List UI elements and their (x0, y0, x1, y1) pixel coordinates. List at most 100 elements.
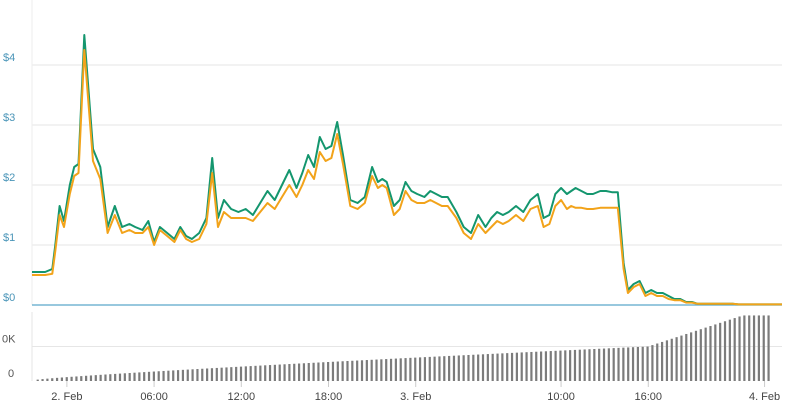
series-line-1 (32, 34, 782, 306)
volume-bar (196, 369, 199, 381)
volume-bar (409, 357, 412, 381)
x-tick-label: 4. Feb (749, 391, 780, 403)
volume-bar (477, 354, 480, 381)
volume-bar (496, 353, 499, 381)
volume-bar (157, 371, 160, 381)
volume-bar (733, 318, 736, 381)
volume-bar (578, 349, 581, 381)
x-tick-label: 2. Feb (51, 391, 82, 403)
volume-bar (651, 345, 654, 381)
volume-bar (660, 341, 664, 381)
volume-bar (559, 350, 562, 381)
volume-bar (588, 349, 591, 381)
volume-bar (302, 363, 306, 381)
series-line-2 (32, 49, 782, 306)
volume-bar (472, 354, 475, 381)
volume-bar (55, 377, 59, 381)
x-tick-label: 16:00 (635, 391, 663, 403)
volume-bar (123, 373, 126, 381)
volume-bar (583, 349, 586, 381)
volume-bar (41, 379, 44, 381)
volume-bar (114, 373, 117, 381)
volume-bar (331, 361, 335, 381)
x-tick-label: 10:00 (547, 391, 575, 403)
price-lines (32, 34, 782, 306)
price-tick-label: $1 (3, 232, 15, 244)
volume-bar (462, 355, 465, 381)
volume-bar (486, 354, 489, 381)
price-tick-label: $2 (3, 172, 15, 184)
volume-bar (491, 353, 494, 381)
volume-bar (607, 348, 610, 381)
volume-bar (249, 366, 252, 381)
volume-bar (573, 349, 577, 381)
volume-bar (152, 371, 155, 381)
price-tick-label: $4 (3, 52, 15, 64)
volume-bar (85, 375, 88, 381)
volume-axis-ticks: 0 0K (2, 334, 16, 381)
volume-bars (36, 315, 770, 381)
volume-bar (172, 370, 175, 381)
volume-bar (104, 374, 107, 381)
volume-bar (598, 348, 601, 381)
volume-bar (452, 355, 456, 381)
volume-bar (133, 372, 136, 381)
volume-bar (312, 362, 315, 381)
volume-bar (259, 365, 262, 381)
volume-bar (457, 355, 460, 381)
volume-bar (360, 360, 364, 381)
volume-bar (230, 367, 233, 381)
volume-bar (341, 361, 344, 381)
volume-bar (201, 368, 204, 381)
volume-bar (327, 362, 330, 381)
volume-bar (51, 378, 54, 381)
volume-bar (317, 362, 320, 381)
volume-bar (147, 371, 151, 381)
volume-bar (176, 370, 180, 381)
volume-bar (617, 347, 620, 381)
volume-bar (210, 368, 214, 381)
volume-bar (694, 330, 698, 381)
volume-bar (423, 357, 427, 381)
volume-bar (297, 363, 301, 381)
x-tick-label: 18:00 (315, 391, 343, 403)
volume-bar (525, 352, 528, 381)
volume-bar (748, 315, 751, 381)
volume-bar (244, 366, 247, 381)
volume-bar (544, 351, 548, 381)
volume-bar (467, 354, 470, 381)
volume-bar (622, 347, 625, 381)
volume-bar (283, 364, 286, 381)
volume-bar (70, 376, 73, 381)
volume-bar (612, 348, 615, 381)
volume-bar (593, 349, 596, 381)
volume-bar (719, 322, 722, 381)
volume-bar (414, 357, 417, 381)
volume-bar (225, 367, 228, 381)
volume-bar (636, 346, 639, 381)
volume-bar (394, 358, 397, 381)
volume-bar (235, 366, 238, 381)
volume-bar (356, 360, 359, 381)
volume-bar (709, 326, 712, 381)
volume-bar (510, 352, 514, 381)
volume-bar (443, 356, 446, 381)
volume-tick-label: 0 (8, 368, 14, 380)
volume-bar (564, 350, 567, 381)
volume-bar (752, 315, 756, 381)
volume-bar (336, 361, 339, 381)
volume-bar (554, 350, 557, 381)
volume-bar (506, 353, 509, 381)
volume-bar (627, 347, 630, 381)
x-tick-label: 3. Feb (400, 391, 431, 403)
volume-bar (191, 369, 194, 381)
price-tick-label: $0 (3, 292, 15, 304)
volume-bar (94, 375, 97, 381)
volume-bar (385, 359, 388, 381)
volume-bar (448, 355, 451, 381)
volume-bar (438, 356, 441, 381)
volume-bar (138, 372, 141, 381)
volume-bar (389, 358, 393, 381)
x-tick-label: 06:00 (140, 391, 168, 403)
volume-bar (254, 365, 257, 381)
